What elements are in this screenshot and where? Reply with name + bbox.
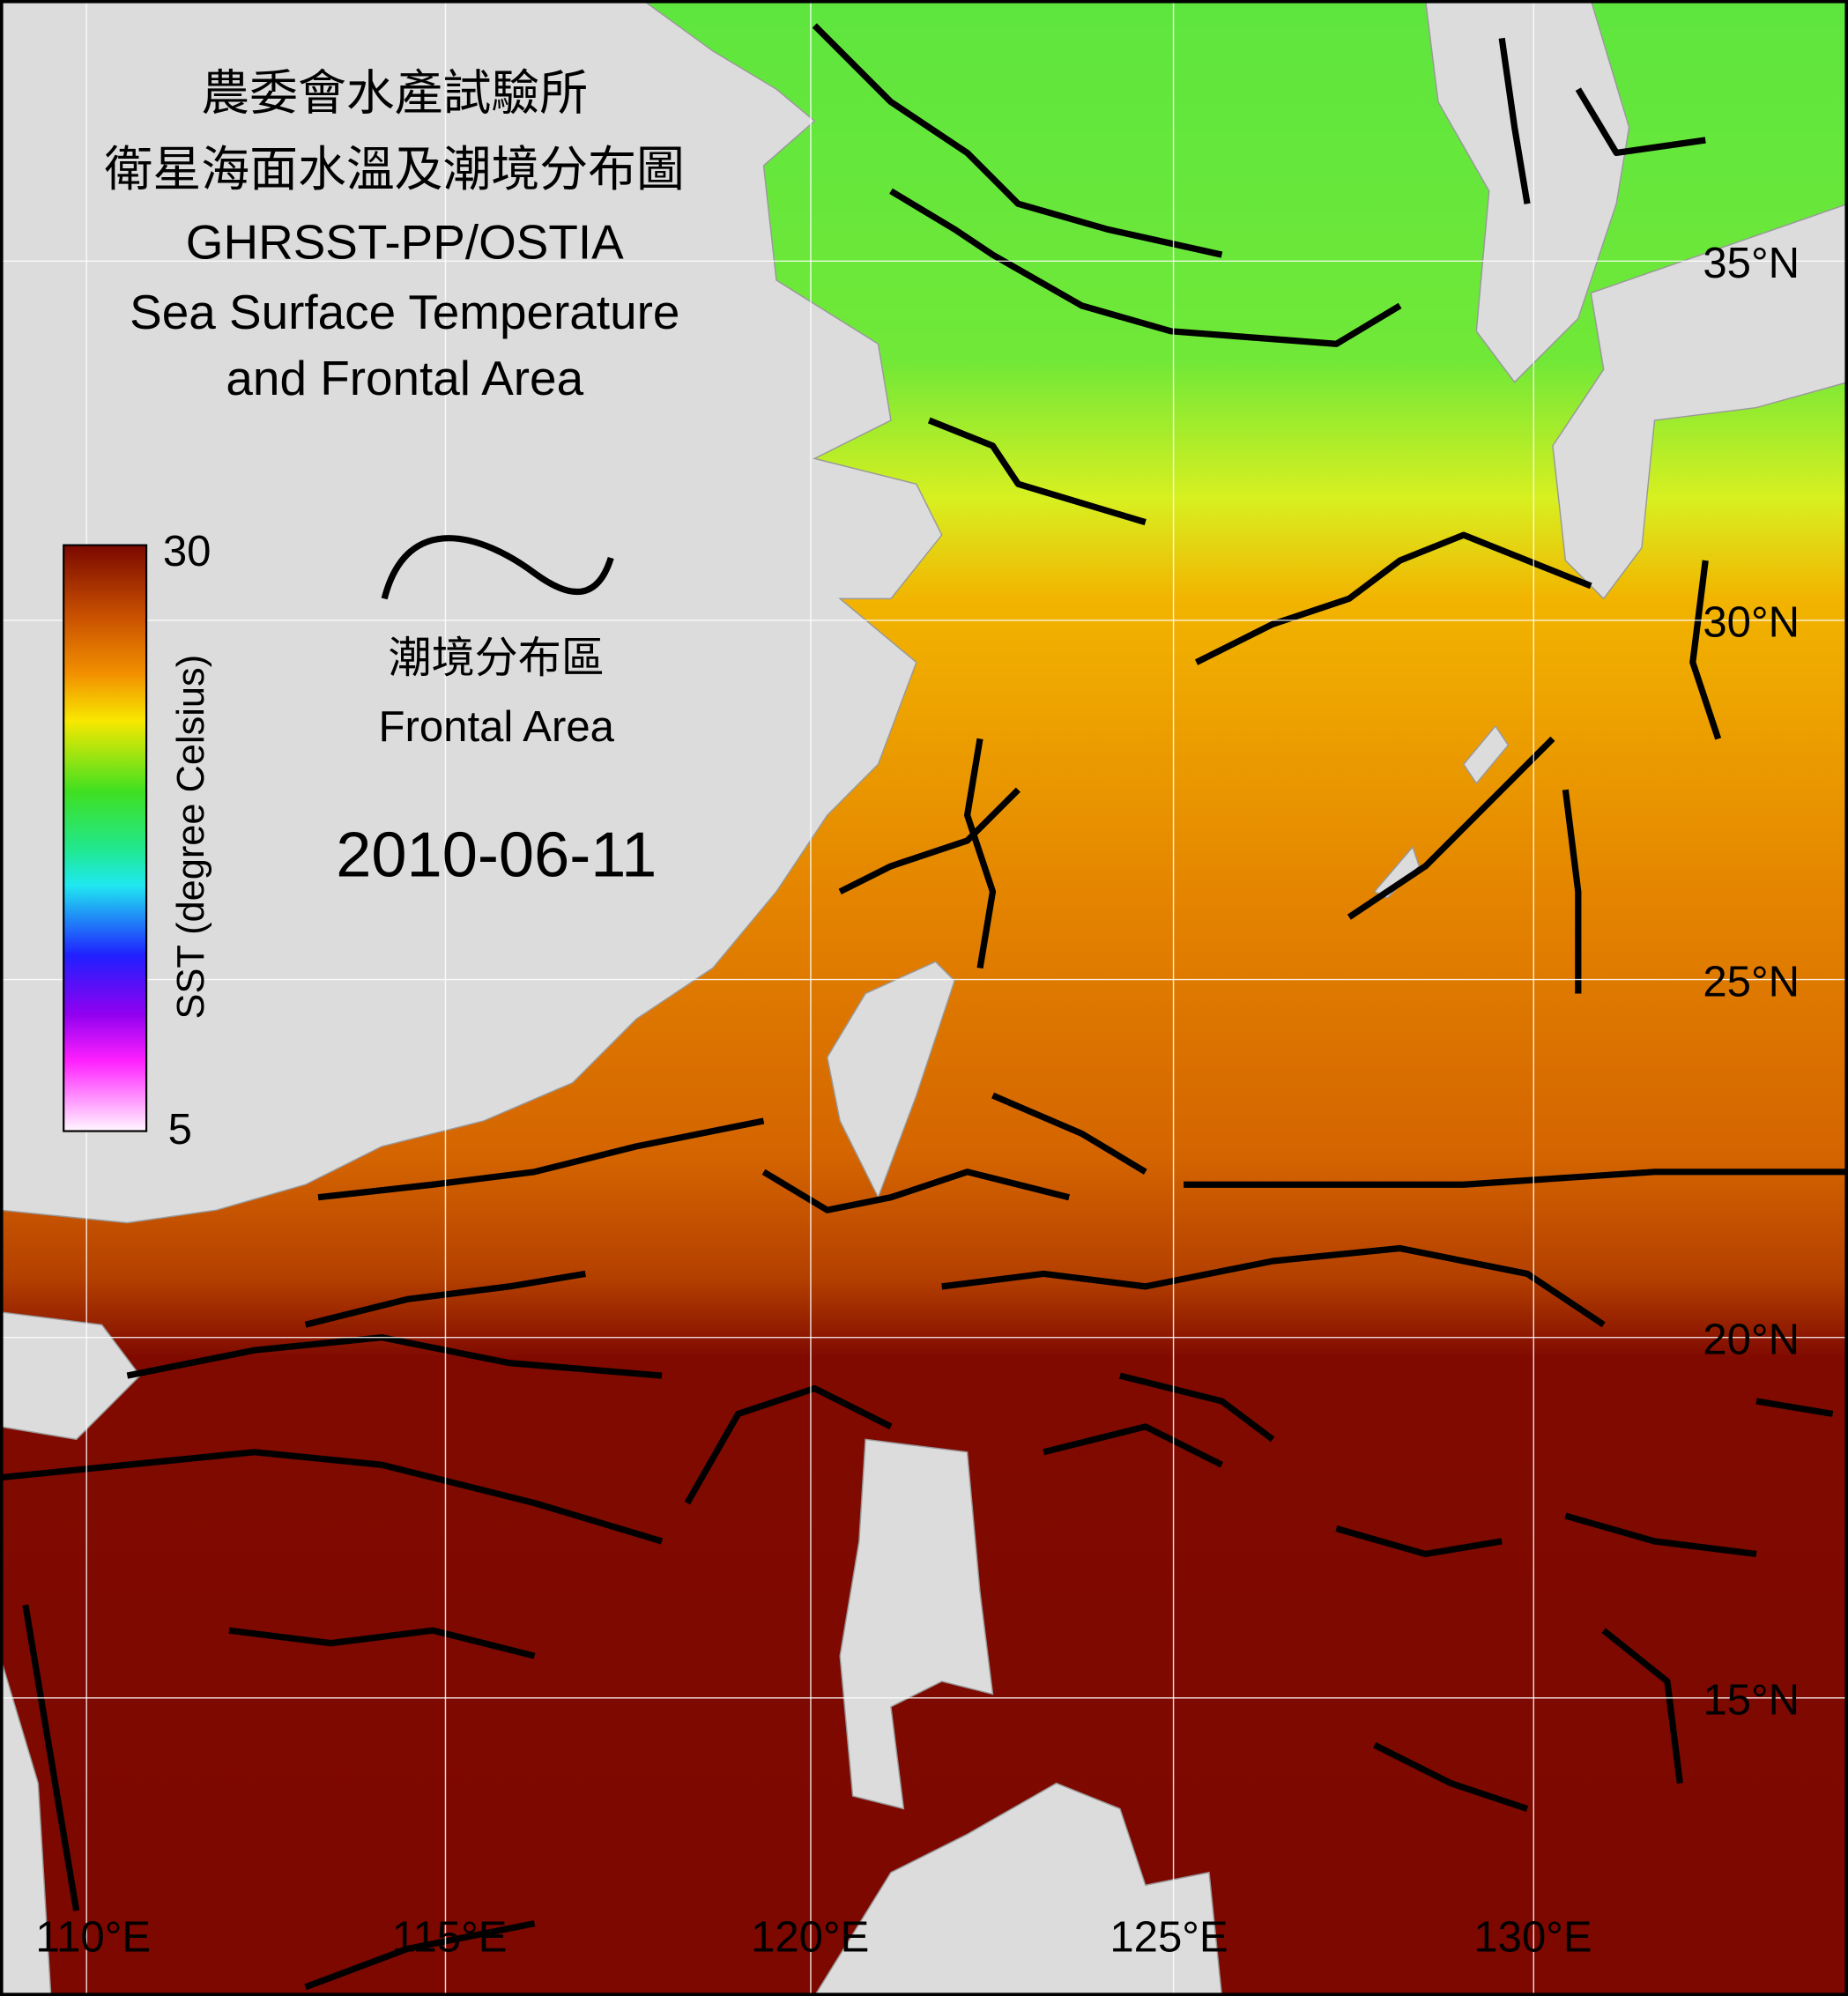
title: 農委會水產試驗所 衛星海面水溫及潮境分布圖 GHRSST-PP/OSTIA Se… [104,65,684,405]
lat-labels: 35°N 30°N 25°N 20°N 15°N [1703,240,1800,1724]
legend: 潮境分布區 Frontal Area [379,535,615,751]
title-line: Sea Surface Temperature [130,285,679,339]
legend-line [381,535,614,600]
lon-labels: 110°E 115°E 120°E 125°E 130°E [35,1913,1592,1961]
title-line: and Frontal Area [226,351,583,405]
lat-label: 35°N [1703,240,1800,287]
legend-label: Frontal Area [379,703,615,751]
colorbar-label: SST (degree Celsius) [170,655,212,1020]
lat-label: 15°N [1703,1677,1800,1725]
lon-label: 120°E [751,1913,869,1961]
colorbar-tick: 5 [168,1106,192,1154]
title-line: 衛星海面水溫及潮境分布圖 [104,142,684,197]
lon-label: 110°E [35,1913,151,1961]
lat-label: 20°N [1703,1316,1800,1363]
date: 2010-06-11 [336,820,657,890]
colorbar: 30 5 SST (degree Celsius) [63,528,212,1154]
lon-label: 130°E [1473,1913,1592,1961]
lat-label: 30°N [1703,599,1800,647]
lon-label: 115°E [392,1913,508,1961]
legend-label: 潮境分布區 [389,634,605,682]
frontal-lines [0,23,1848,1991]
lat-label: 25°N [1703,958,1800,1005]
title-line: GHRSST-PP/OSTIA [186,214,624,269]
title-line: 農委會水產試驗所 [201,65,588,120]
colorbar-tick: 30 [163,528,212,575]
lon-label: 125°E [1110,1913,1228,1961]
colorbar-ramp [63,544,148,1132]
